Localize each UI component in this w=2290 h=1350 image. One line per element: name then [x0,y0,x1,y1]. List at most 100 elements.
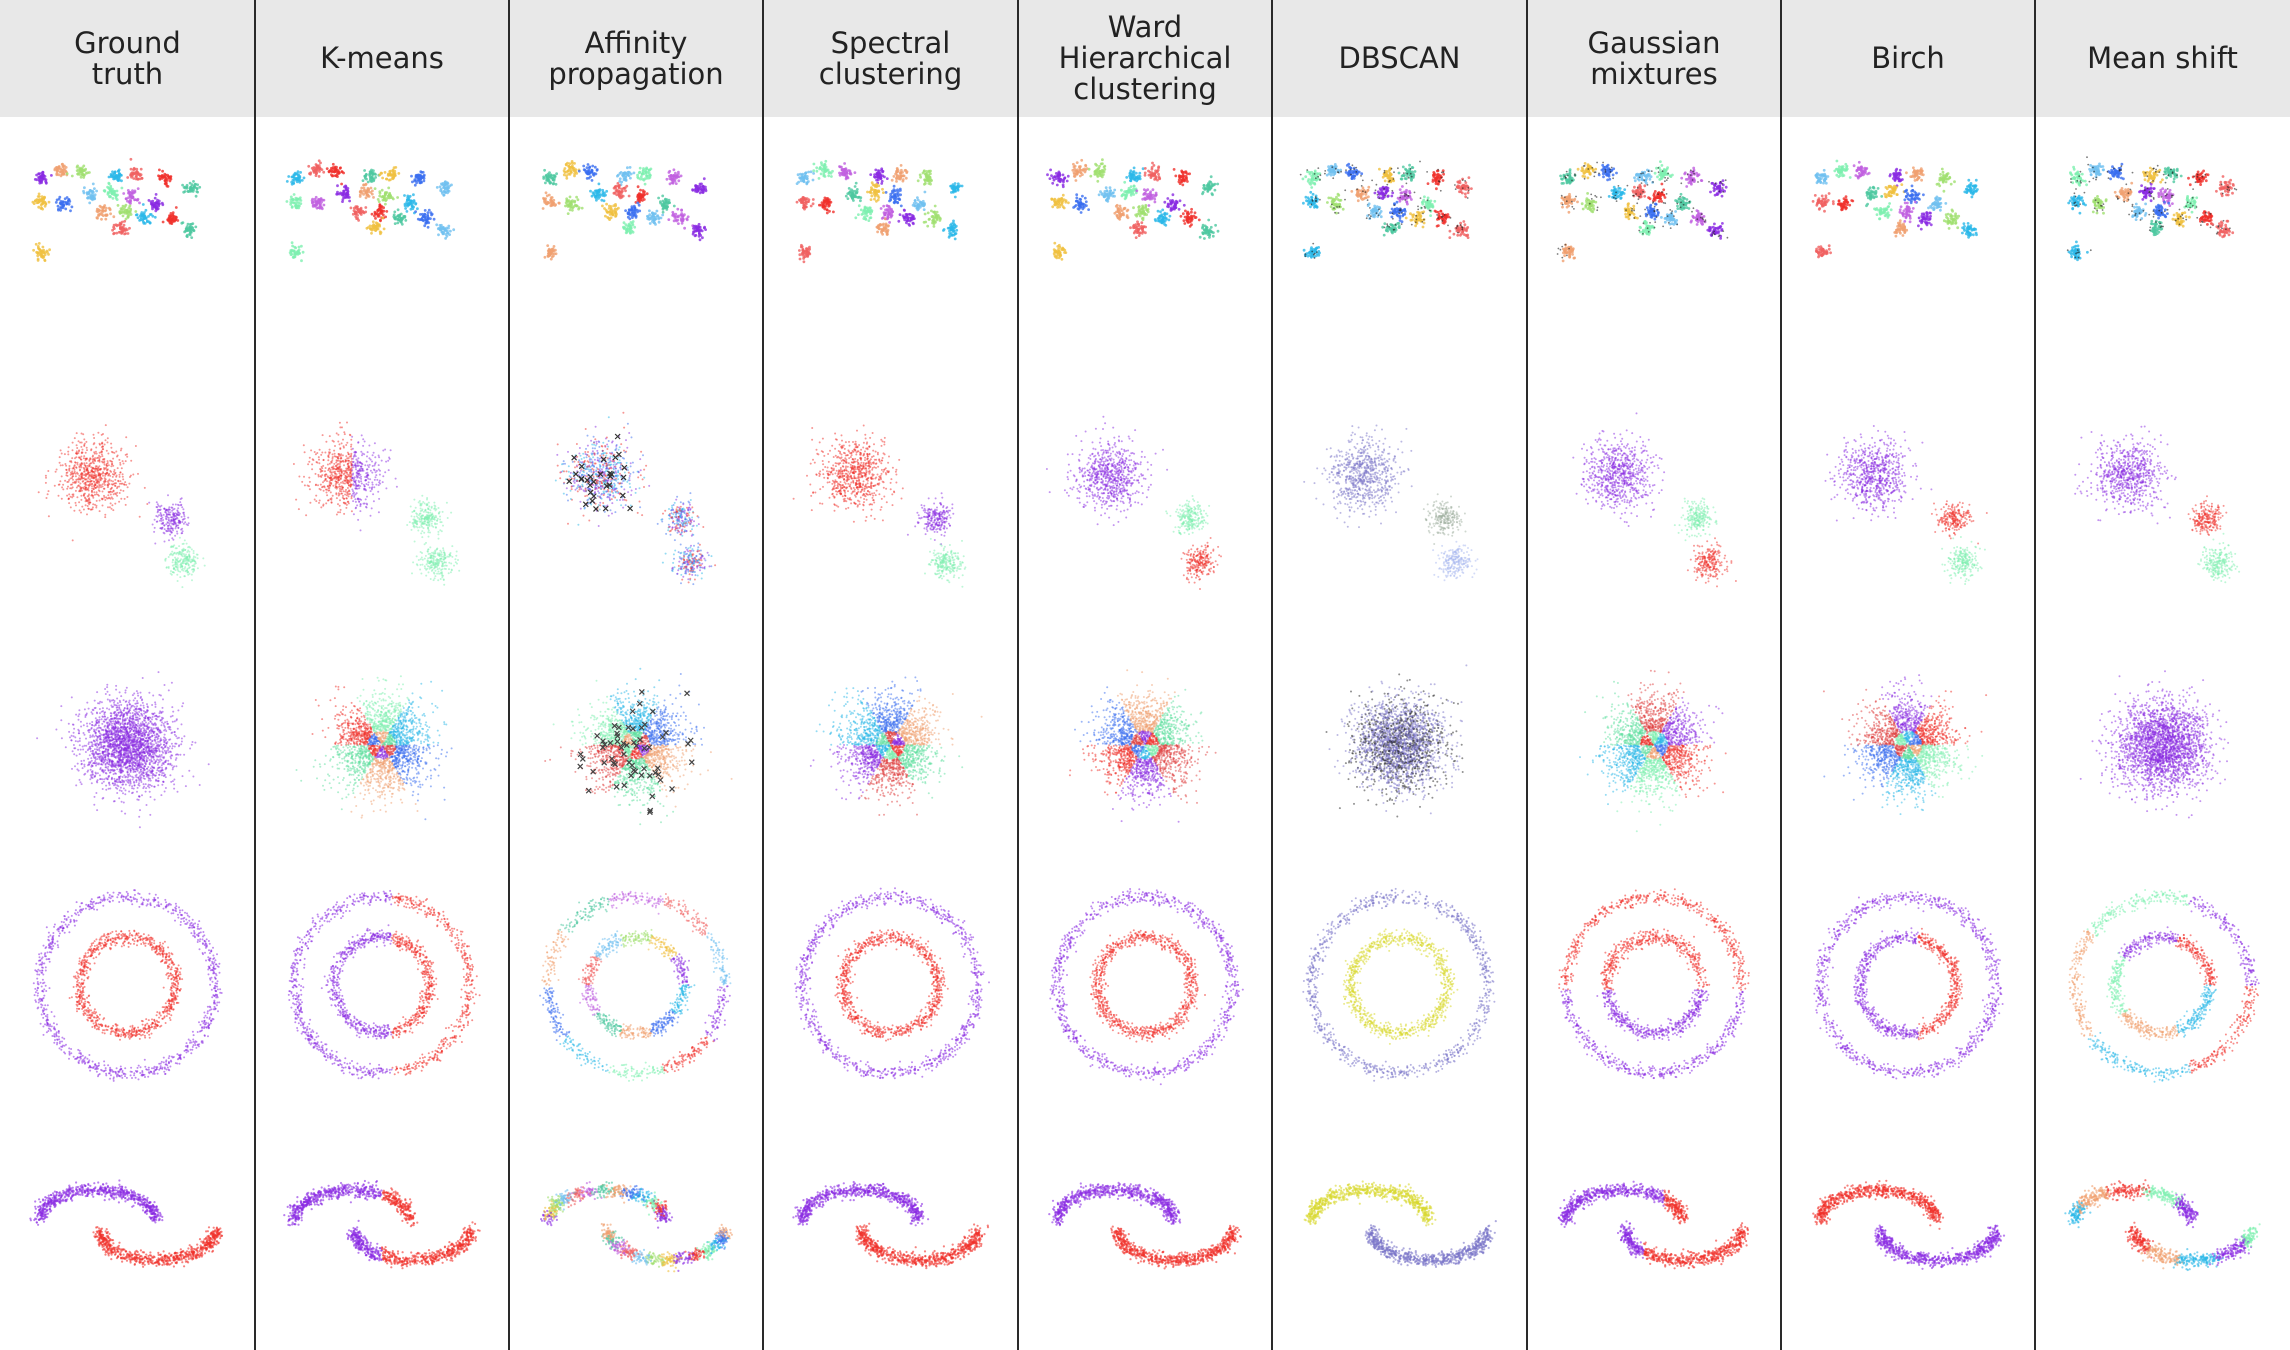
cluster-point [692,231,695,234]
cluster-point [806,181,809,184]
cluster-point [951,187,954,190]
cluster-point [694,190,697,193]
cluster-point [577,198,580,201]
cluster-point [627,216,630,219]
cluster-point [875,179,878,182]
cluster-point [123,229,126,232]
cluster-point [645,167,648,170]
cluster-point [93,187,96,190]
cluster-point [291,241,294,244]
cluster-point [696,229,699,232]
cluster-point [297,207,300,210]
cluster-point [800,176,803,179]
cluster-point [823,199,826,202]
cluster-point [651,220,654,223]
cluster-point [587,163,590,166]
cluster-point [697,190,700,193]
cluster-point [682,218,685,221]
cluster-point [614,208,617,211]
cluster-point [137,187,140,190]
cluster-point [117,177,120,180]
cluster-point [370,187,373,190]
cluster-point [131,196,134,199]
cluster-point [311,167,314,170]
cluster-point [192,180,195,183]
cluster-point [445,187,448,190]
cluster-point [816,170,819,173]
cluster-point [180,222,183,225]
cluster-point [88,202,91,205]
cluster-point [76,169,79,172]
cluster-point [44,180,47,183]
cluster-point [422,171,425,174]
cluster-point [104,209,107,212]
cluster-point [135,178,138,181]
cluster-point [159,178,162,181]
cluster-point [882,170,885,173]
cluster-point [82,173,85,176]
cluster-point [661,195,664,198]
cluster-point [135,168,138,171]
cluster-point [286,200,289,203]
cluster-point [649,222,652,225]
cluster-point [190,228,193,231]
cluster-point [568,167,571,170]
cluster-point [586,177,589,180]
cluster-point [896,188,899,191]
cluster-point [350,207,353,210]
cluster-point [409,195,412,198]
cluster-point [433,218,436,221]
cluster-point [370,232,373,235]
cluster-point [796,201,799,204]
cluster-point [76,165,79,168]
cluster-point [336,193,339,196]
cluster-point [38,179,41,182]
cluster-point [295,253,298,256]
cluster-point [379,219,382,222]
cluster-point [564,167,567,170]
cluster-point [670,175,673,178]
cluster-point [927,179,930,182]
cluster-point [870,192,873,195]
cluster-point [873,175,876,178]
cluster-point [115,195,118,198]
cluster-point [954,196,957,199]
cluster-point [320,198,323,201]
cluster-point [198,186,201,189]
cluster-point [847,197,850,200]
cluster-point [845,167,848,170]
cluster-point [40,199,43,202]
cluster-point [318,170,321,173]
cluster-point [581,207,584,210]
cluster-point [50,174,53,177]
cluster-point [614,192,617,195]
plot-kmeans-many-blobs [286,159,456,262]
cluster-point [155,207,158,210]
cluster-point [623,227,626,230]
cluster-point [132,177,135,180]
cluster-point [67,199,70,202]
cluster-point [575,172,578,175]
cluster-point [440,188,443,191]
cluster-point [122,192,125,195]
cluster-point [605,203,608,206]
cluster-point [626,166,629,169]
cluster-point [896,201,899,204]
cluster-point [287,175,290,178]
cluster-point [546,194,549,197]
cluster-point [373,178,376,181]
cluster-point [318,175,321,178]
cluster-point [550,174,553,177]
cluster-point [383,198,386,201]
cluster-point [569,209,572,212]
cluster-point [374,187,377,190]
cluster-point [880,167,883,170]
cluster-point [582,165,585,168]
cluster-point [98,209,101,212]
cluster-point [112,215,115,218]
cluster-point [572,206,575,209]
cluster-point [831,170,834,173]
cluster-point [677,179,680,182]
cluster-point [157,174,160,177]
cluster-point [41,208,44,211]
